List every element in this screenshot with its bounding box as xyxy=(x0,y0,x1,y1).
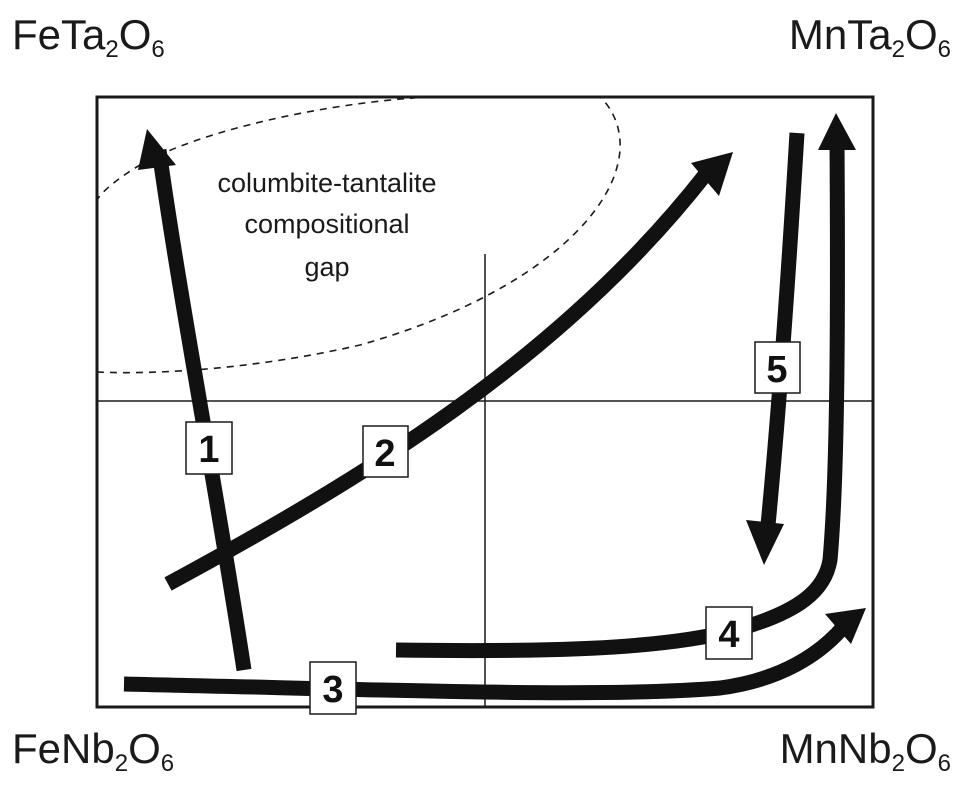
gap-label-line-1: columbite-tantalite xyxy=(217,168,436,198)
svg-text:5: 5 xyxy=(766,349,787,391)
svg-text:3: 3 xyxy=(322,669,343,711)
trend-label-5: 5 xyxy=(754,341,801,394)
trend-arrow-1-shaft xyxy=(151,148,252,672)
compositional-gap-boundary xyxy=(97,97,621,374)
svg-text:4: 4 xyxy=(718,614,739,656)
svg-text:2: 2 xyxy=(374,433,395,475)
gap-label-line-2: compositional xyxy=(244,209,409,239)
trend-label-3: 3 xyxy=(309,661,357,715)
svg-text:1: 1 xyxy=(198,429,219,471)
corner-label-fetao: FeTa2O6 xyxy=(12,11,165,63)
gap-label-line-3: gap xyxy=(304,252,349,282)
diagram-frame xyxy=(95,95,875,709)
trend-arrow-3-head xyxy=(825,608,866,644)
trend-arrow-4-shaft xyxy=(395,139,845,659)
corner-label-mnnbo: MnNb2O6 xyxy=(779,725,951,777)
trend-arrow-5-head xyxy=(746,520,784,565)
corner-label-mntao: MnTa2O6 xyxy=(788,11,951,63)
trend-arrow-2-head xyxy=(691,152,733,196)
trend-arrow-1-head xyxy=(138,129,176,170)
trend-arrow-4-head xyxy=(818,113,856,150)
corner-label-fenbo: FeNb2O6 xyxy=(12,725,175,777)
trend-label-1: 1 xyxy=(185,421,233,475)
trend-label-4: 4 xyxy=(705,606,753,660)
trend-arrow-2-shaft xyxy=(164,170,711,591)
trend-arrow-5-shaft xyxy=(760,132,805,526)
trend-label-2: 2 xyxy=(362,425,409,478)
